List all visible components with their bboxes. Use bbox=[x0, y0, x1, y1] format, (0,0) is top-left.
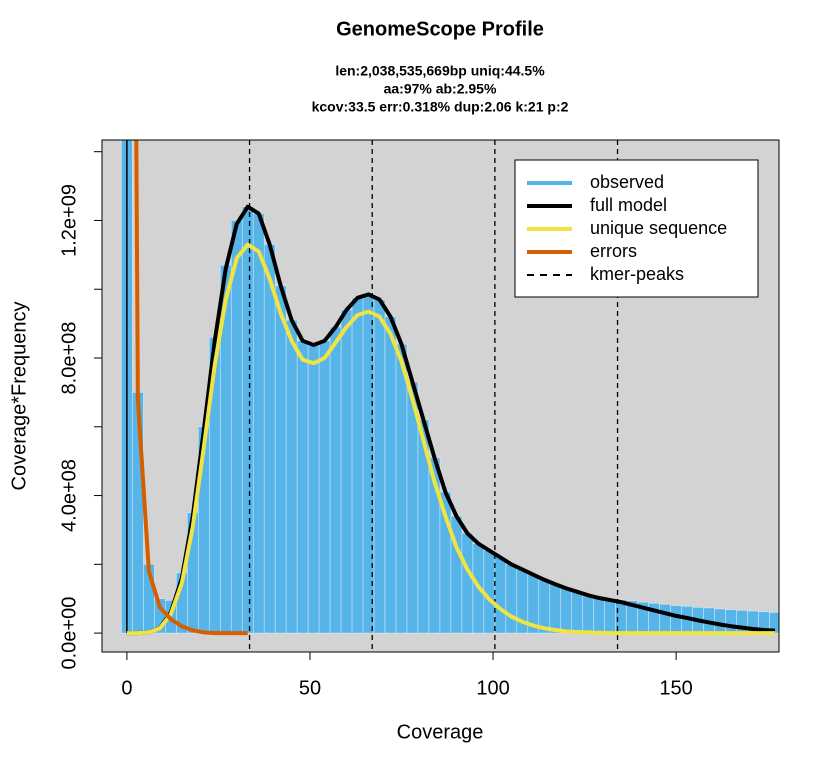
y-tick-label: 0.0e+00 bbox=[58, 597, 80, 670]
histogram-bar bbox=[461, 533, 474, 634]
x-tick-label: 50 bbox=[299, 677, 321, 699]
y-tick-label: 4.0e+08 bbox=[58, 459, 80, 532]
x-tick-label: 100 bbox=[476, 677, 509, 699]
histogram-bar bbox=[670, 605, 682, 634]
histogram-bar bbox=[285, 319, 298, 634]
histogram-bar bbox=[274, 285, 287, 634]
y-tick-label: 8.0e+08 bbox=[58, 322, 80, 395]
histogram-bar bbox=[560, 588, 573, 634]
x-tick-label: 150 bbox=[659, 677, 692, 699]
model-line bbox=[126, 242, 775, 636]
histogram-bar bbox=[318, 340, 331, 634]
histogram-bar bbox=[604, 598, 616, 634]
histogram-bar bbox=[351, 297, 364, 634]
subtitle: kcov:33.5 err:0.318% dup:2.06 k:21 p:2 bbox=[312, 99, 569, 115]
subtitle: len:2,038,535,669bp uniq:44.5% bbox=[335, 63, 545, 79]
chart-title: GenomeScope Profile bbox=[336, 18, 544, 40]
model-line bbox=[126, 204, 776, 636]
histogram-bar bbox=[230, 220, 243, 634]
legend-label: full model bbox=[590, 195, 667, 215]
histogram-bar bbox=[307, 344, 320, 634]
legend-label: observed bbox=[590, 172, 664, 192]
y-axis-label: Coverage*Frequency bbox=[8, 302, 30, 491]
histogram-bar bbox=[538, 579, 551, 634]
histogram-bar bbox=[549, 583, 562, 634]
histogram-bar bbox=[505, 564, 518, 634]
histogram-bar bbox=[329, 326, 342, 634]
histogram-bar bbox=[252, 213, 265, 634]
histogram-bar bbox=[714, 608, 726, 634]
histogram-bar bbox=[593, 596, 606, 634]
histogram-bar bbox=[373, 299, 386, 634]
histogram-bar bbox=[769, 612, 779, 634]
subtitle: aa:97% ab:2.95% bbox=[384, 81, 497, 97]
histogram-bar bbox=[296, 340, 309, 634]
histogram-bar bbox=[494, 557, 507, 634]
legend-label: errors bbox=[590, 241, 637, 261]
x-axis-label: Coverage bbox=[397, 721, 484, 743]
histogram-bar bbox=[395, 343, 408, 634]
histogram-bar bbox=[384, 316, 397, 634]
histogram-bar bbox=[582, 594, 595, 634]
histogram-bar bbox=[571, 591, 584, 634]
plot-frame bbox=[101, 139, 780, 653]
legend-label: kmer-peaks bbox=[590, 264, 684, 284]
histogram-bar bbox=[659, 603, 671, 634]
model-line bbox=[134, 140, 248, 636]
histogram-bar bbox=[263, 244, 276, 634]
histogram-bar bbox=[340, 309, 353, 634]
histogram-bar bbox=[241, 206, 254, 634]
x-tick-label: 0 bbox=[121, 677, 132, 699]
histogram-bar bbox=[483, 550, 496, 634]
y-tick-label: 1.2e+09 bbox=[58, 184, 80, 257]
axes: 0 50 100 150 0.0e+00 4.0e+08 8.0e+08 1.2e+09 obs… bbox=[58, 139, 780, 699]
histogram-bar bbox=[725, 609, 737, 634]
legend: observed full model unique sequence errors k… bbox=[514, 159, 759, 298]
legend-label: unique sequence bbox=[590, 218, 727, 238]
